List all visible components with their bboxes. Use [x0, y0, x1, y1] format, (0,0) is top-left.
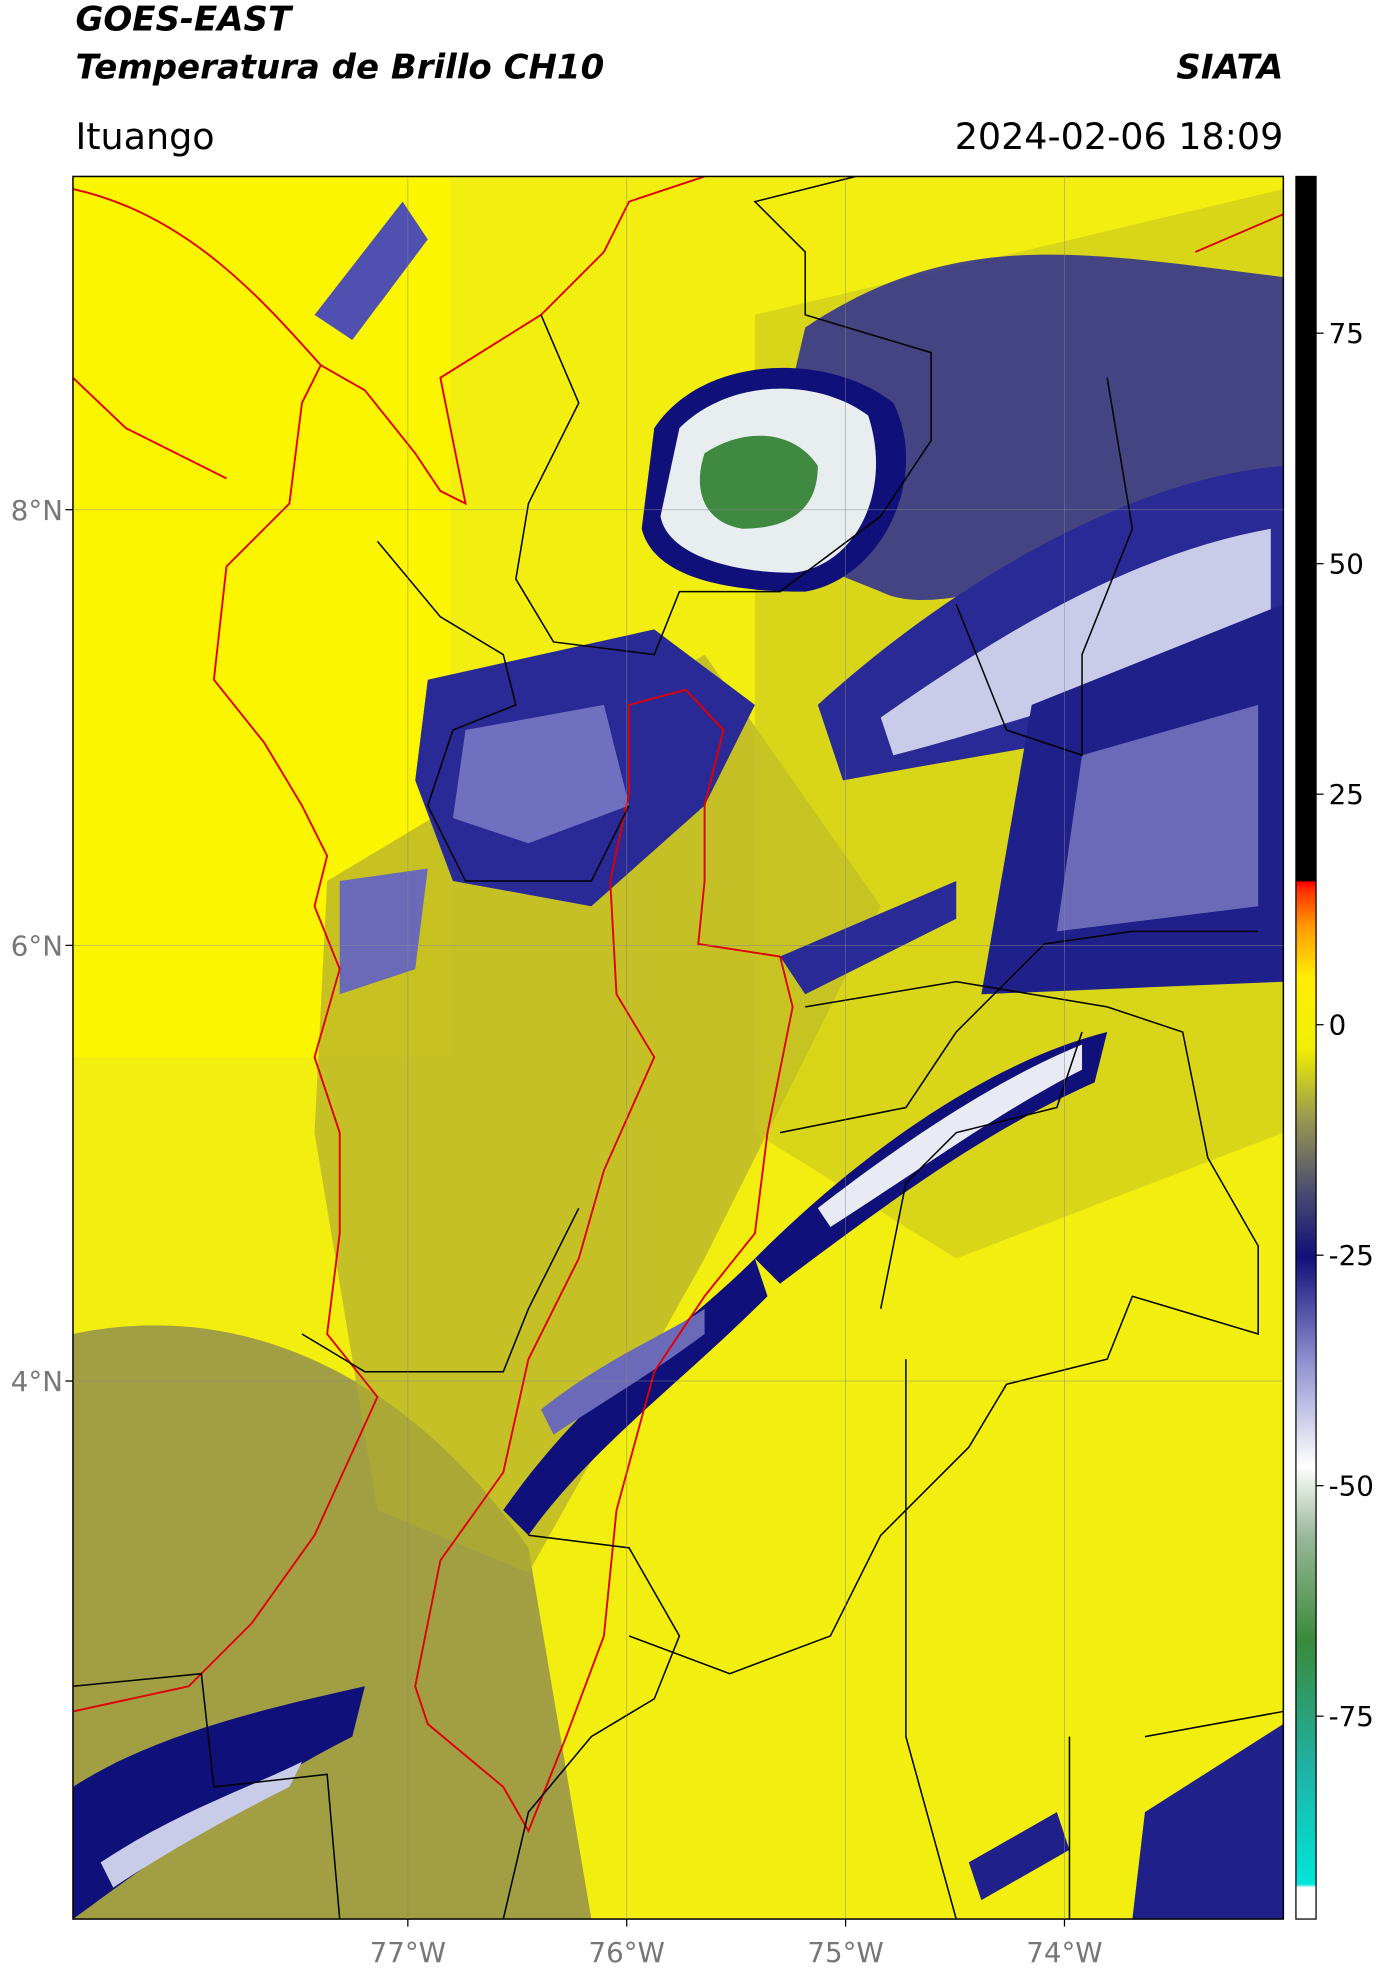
- satellite-image: [72, 176, 1284, 1920]
- colorbar-tick-label: 25: [1329, 778, 1364, 811]
- colorbar-ticks: 75 50 25 0 -25 -50 -75: [1316, 317, 1374, 1733]
- lon-label: 74°W: [1026, 1936, 1102, 1969]
- colorbar-tick-label: -25: [1329, 1239, 1374, 1272]
- map-frame: [72, 175, 1285, 1920]
- colorbar: [1295, 175, 1317, 1920]
- colorbar-tick-label: 50: [1329, 548, 1364, 581]
- lon-label: 76°W: [589, 1936, 665, 1969]
- lat-label: 6°N: [11, 929, 63, 962]
- subtitle: Temperatura de Brillo CH10: [75, 47, 604, 87]
- lon-label: 77°W: [370, 1936, 446, 1969]
- source: SIATA: [1176, 47, 1283, 87]
- datetime: 2024-02-06 18:09: [955, 115, 1284, 158]
- lon-label: 75°W: [807, 1936, 883, 1969]
- graticule: 8°N 6°N 4°N 77°W 76°W 75°W 74°W: [11, 176, 1284, 1969]
- colorbar-tick-label: -75: [1329, 1700, 1374, 1733]
- title: GOES-EAST: [75, 0, 293, 40]
- lat-label: 4°N: [11, 1365, 63, 1398]
- colorbar-tick-label: -50: [1329, 1470, 1374, 1503]
- region: Ituango: [75, 115, 214, 158]
- colorbar-tick-label: 0: [1329, 1009, 1347, 1042]
- colorbar-tick-label: 75: [1329, 317, 1364, 350]
- lat-label: 8°N: [11, 494, 63, 527]
